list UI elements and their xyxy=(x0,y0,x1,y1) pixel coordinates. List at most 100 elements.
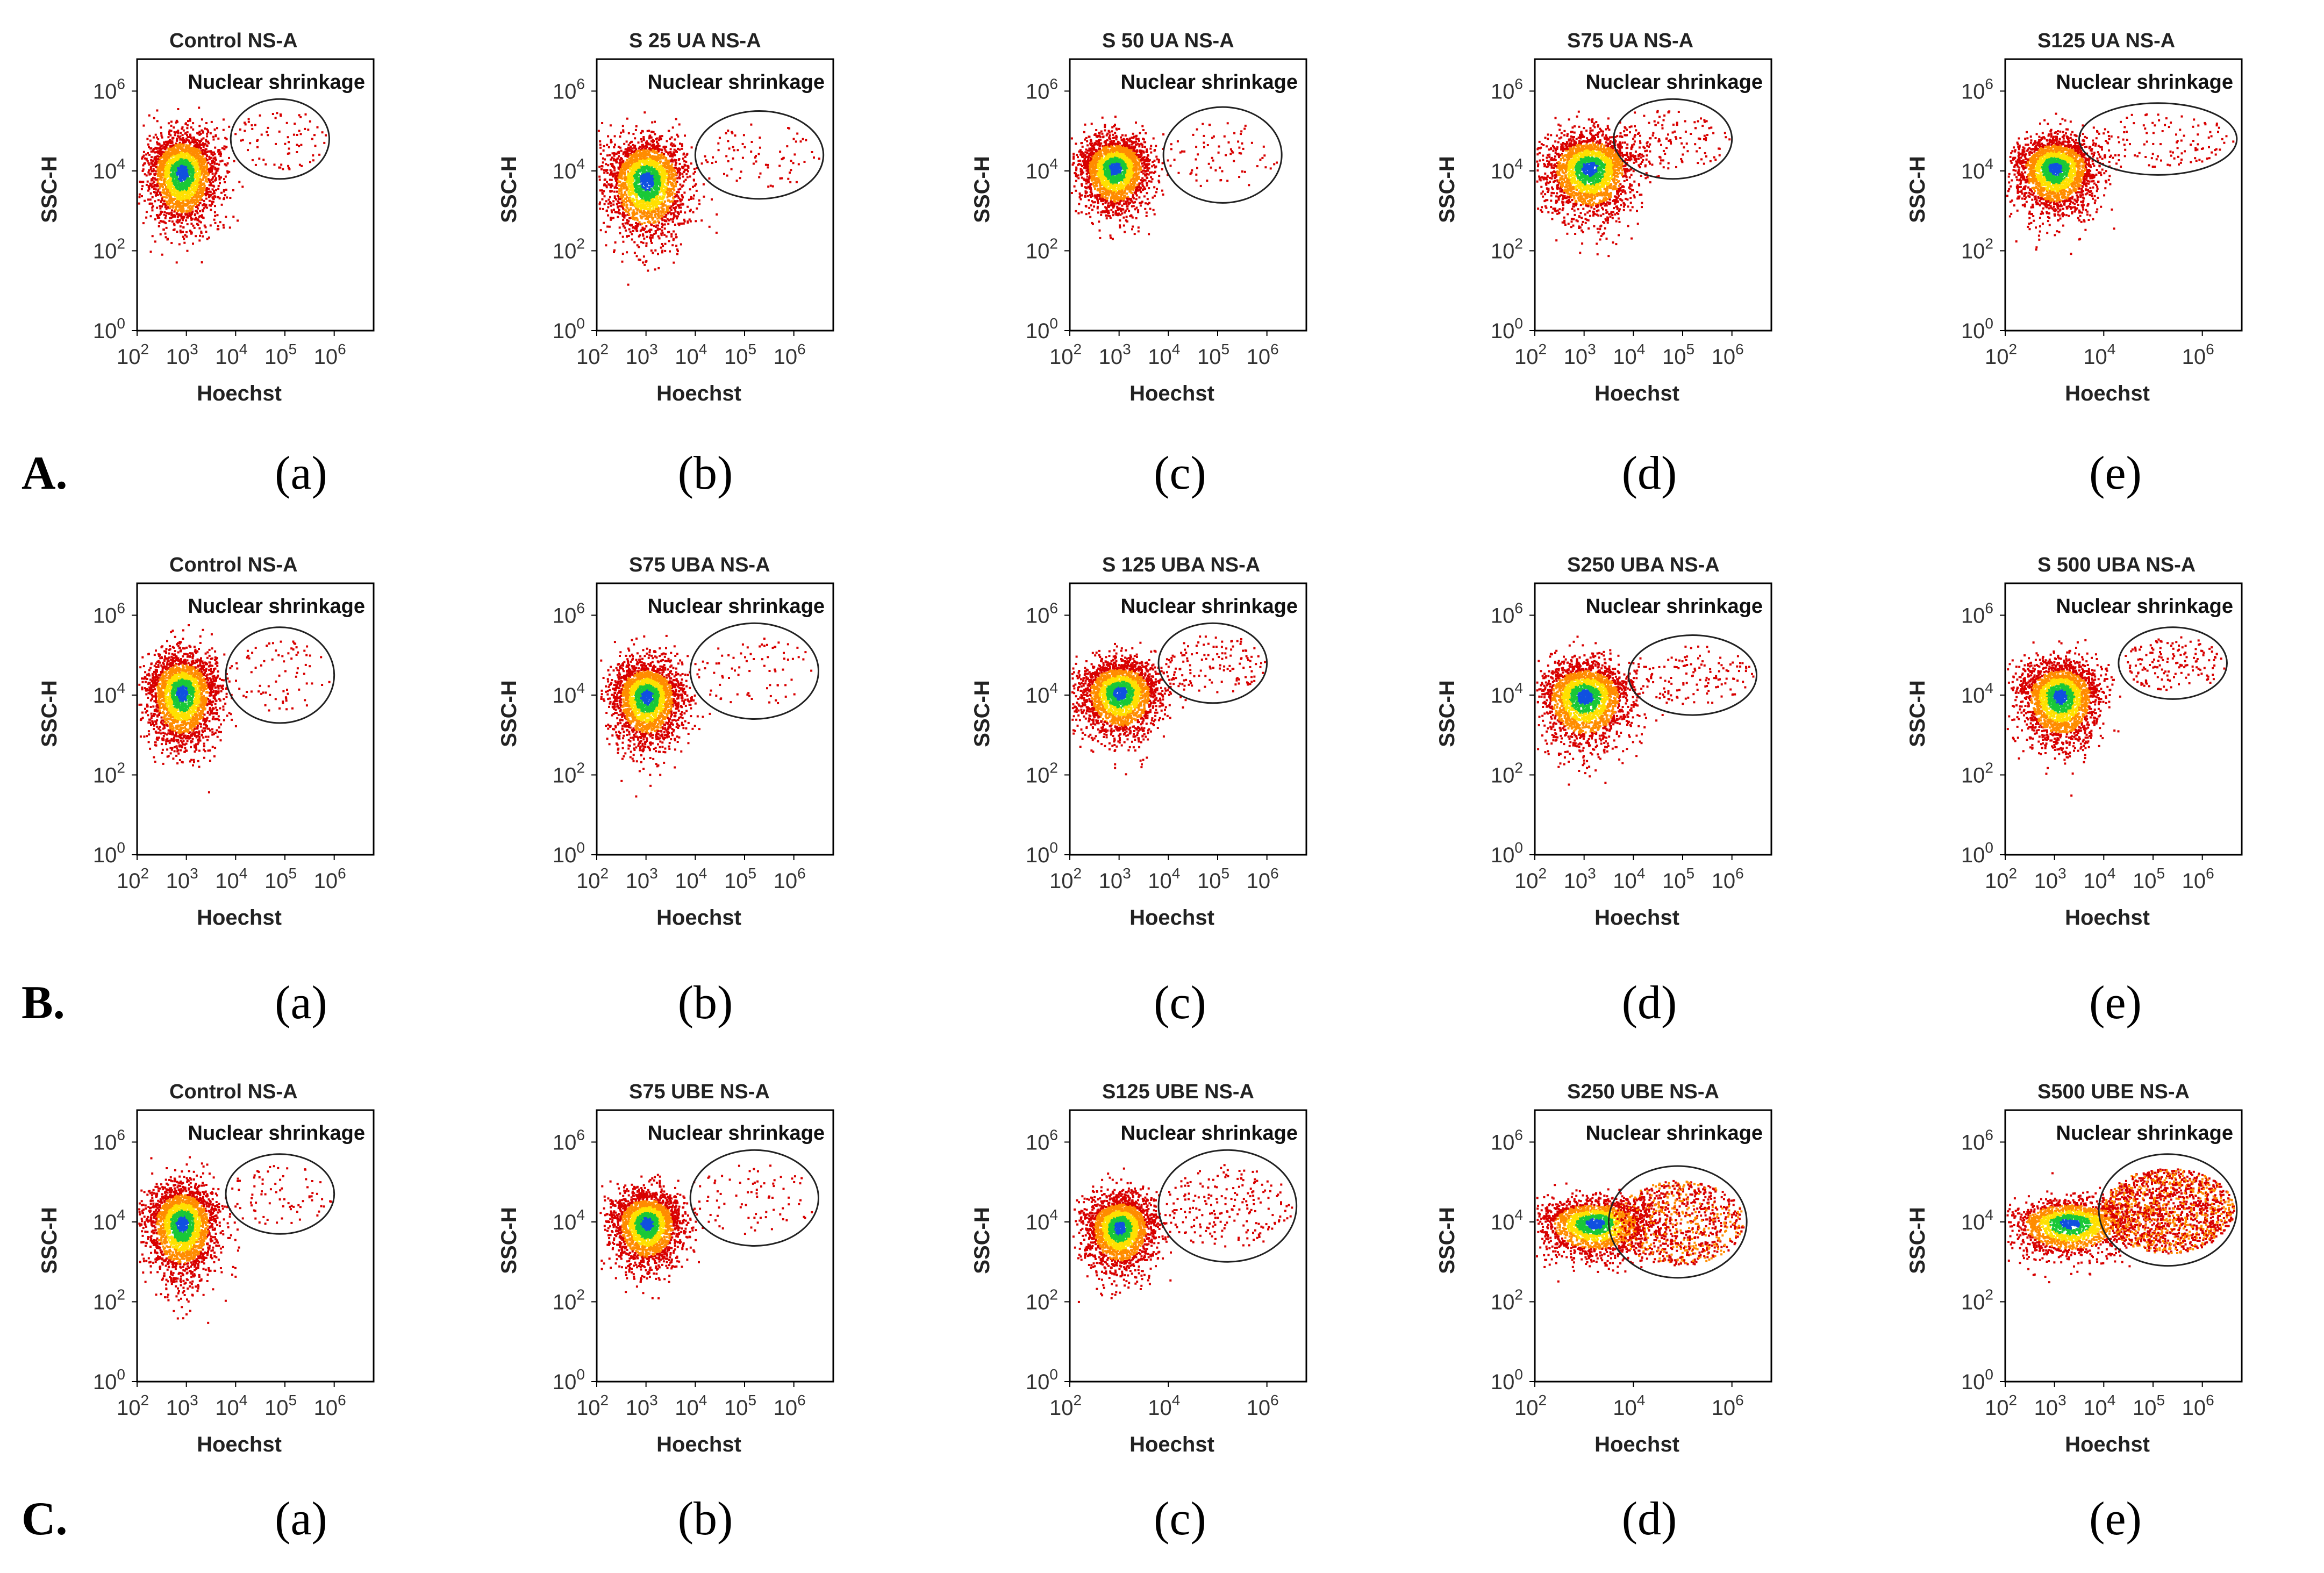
x-tick-label: 105 xyxy=(1662,341,1694,369)
gate-label: Nuclear shrinkage xyxy=(648,71,825,94)
gate-label: Nuclear shrinkage xyxy=(188,71,365,94)
x-tick-label: 105 xyxy=(2133,1392,2165,1420)
x-tick-label: 104 xyxy=(675,341,707,369)
sub-panel-label: (b) xyxy=(678,976,733,1030)
y-axis-label: SSC-H xyxy=(970,680,994,747)
x-tick-label: 103 xyxy=(626,865,658,893)
x-tick-label: 102 xyxy=(1985,1392,2017,1420)
x-tick-label: 105 xyxy=(1197,341,1229,369)
x-tick-label: 104 xyxy=(1613,1392,1645,1420)
x-tick-label: 103 xyxy=(166,341,198,369)
y-tick-label: 100 xyxy=(1491,315,1523,343)
x-tick-label: 104 xyxy=(1613,865,1645,893)
y-axis-label: SSC-H xyxy=(1435,1207,1459,1274)
panel-title: S 50 UA NS-A xyxy=(1102,30,1234,52)
x-tick-label: 104 xyxy=(1148,865,1180,893)
x-axis-label: Hoechst xyxy=(197,382,282,405)
y-axis-label: SSC-H xyxy=(1906,1207,1929,1274)
x-tick-label: 106 xyxy=(2182,341,2214,369)
gate-label: Nuclear shrinkage xyxy=(188,595,365,618)
x-tick-label: 102 xyxy=(1514,1392,1547,1420)
x-tick-label: 106 xyxy=(774,865,806,893)
gate-label: Nuclear shrinkage xyxy=(648,1122,825,1145)
y-tick-label: 102 xyxy=(1961,1286,1993,1314)
x-axis-label: Hoechst xyxy=(197,1433,282,1456)
x-tick-label: 103 xyxy=(626,1392,658,1420)
x-tick-label: 106 xyxy=(1712,865,1744,893)
x-tick-label: 102 xyxy=(576,865,609,893)
y-tick-label: 102 xyxy=(1961,759,1993,787)
x-tick-label: 104 xyxy=(215,1392,247,1420)
y-tick-label: 106 xyxy=(553,599,585,627)
row-letter: A. xyxy=(22,446,68,501)
gate-label: Nuclear shrinkage xyxy=(1586,71,1763,94)
y-tick-label: 104 xyxy=(1491,680,1523,707)
y-tick-label: 100 xyxy=(1961,839,1993,867)
y-tick-label: 100 xyxy=(553,315,585,343)
y-axis-label: SSC-H xyxy=(1906,680,1929,747)
sub-panel-label: (c) xyxy=(1154,1492,1206,1546)
row-letter: B. xyxy=(22,976,65,1030)
x-tick-label: 102 xyxy=(1514,341,1547,369)
y-tick-label: 104 xyxy=(93,680,125,707)
sub-panel-label: (d) xyxy=(1622,1492,1677,1546)
x-tick-label: 106 xyxy=(774,1392,806,1420)
x-tick-label: 105 xyxy=(264,341,297,369)
x-tick-label: 102 xyxy=(117,1392,149,1420)
panel-title: S 25 UA NS-A xyxy=(629,30,761,52)
y-tick-label: 106 xyxy=(1491,599,1523,627)
gate-label: Nuclear shrinkage xyxy=(2056,71,2233,94)
y-tick-label: 106 xyxy=(1491,1126,1523,1154)
panel-title: Control NS-A xyxy=(169,554,298,576)
x-tick-label: 106 xyxy=(1712,341,1744,369)
y-axis-label: SSC-H xyxy=(497,680,521,747)
flow-cytometry-figure: Control NS-ANuclear shrinkage10010210410… xyxy=(0,0,2324,1573)
gate-label: Nuclear shrinkage xyxy=(2056,595,2233,618)
plot-frame xyxy=(1070,583,1306,855)
x-tick-label: 106 xyxy=(774,341,806,369)
x-tick-label: 103 xyxy=(1564,865,1596,893)
y-tick-label: 104 xyxy=(553,680,585,707)
gate-label: Nuclear shrinkage xyxy=(648,595,825,618)
x-tick-label: 106 xyxy=(1247,341,1279,369)
plot-frame xyxy=(2005,583,2242,855)
x-tick-label: 102 xyxy=(1514,865,1547,893)
x-tick-label: 105 xyxy=(2133,865,2165,893)
y-tick-label: 104 xyxy=(553,1206,585,1234)
x-tick-label: 102 xyxy=(1049,1392,1082,1420)
y-tick-label: 100 xyxy=(1026,1366,1058,1394)
x-tick-label: 106 xyxy=(314,341,346,369)
x-axis-label: Hoechst xyxy=(2065,382,2150,405)
x-tick-label: 105 xyxy=(724,865,756,893)
x-tick-label: 104 xyxy=(675,1392,707,1420)
gate-label: Nuclear shrinkage xyxy=(1586,595,1763,618)
x-tick-label: 106 xyxy=(314,1392,346,1420)
y-tick-label: 104 xyxy=(1961,1206,1993,1234)
x-tick-label: 105 xyxy=(724,341,756,369)
y-tick-label: 106 xyxy=(93,75,125,103)
y-tick-label: 102 xyxy=(553,235,585,263)
y-tick-label: 104 xyxy=(1491,1206,1523,1234)
panel-title: S75 UBA NS-A xyxy=(629,554,770,576)
y-tick-label: 104 xyxy=(1026,155,1058,183)
y-axis-label: SSC-H xyxy=(1435,680,1459,747)
y-tick-label: 100 xyxy=(1026,839,1058,867)
x-axis-label: Hoechst xyxy=(1129,1433,1214,1456)
panel-title: Control NS-A xyxy=(169,1081,298,1103)
x-tick-label: 104 xyxy=(2083,341,2115,369)
y-tick-label: 106 xyxy=(1961,1126,1993,1154)
y-tick-label: 106 xyxy=(93,599,125,627)
sub-panel-label: (d) xyxy=(1622,446,1677,501)
y-tick-label: 102 xyxy=(1026,235,1058,263)
y-tick-label: 102 xyxy=(93,1286,125,1314)
panel-title: S75 UA NS-A xyxy=(1567,30,1693,52)
y-tick-label: 100 xyxy=(553,839,585,867)
x-tick-label: 104 xyxy=(1148,1392,1180,1420)
panel-title: S250 UBA NS-A xyxy=(1567,554,1720,576)
x-tick-label: 106 xyxy=(1712,1392,1744,1420)
x-axis-label: Hoechst xyxy=(1129,906,1214,930)
sub-panel-label: (e) xyxy=(2089,976,2142,1030)
